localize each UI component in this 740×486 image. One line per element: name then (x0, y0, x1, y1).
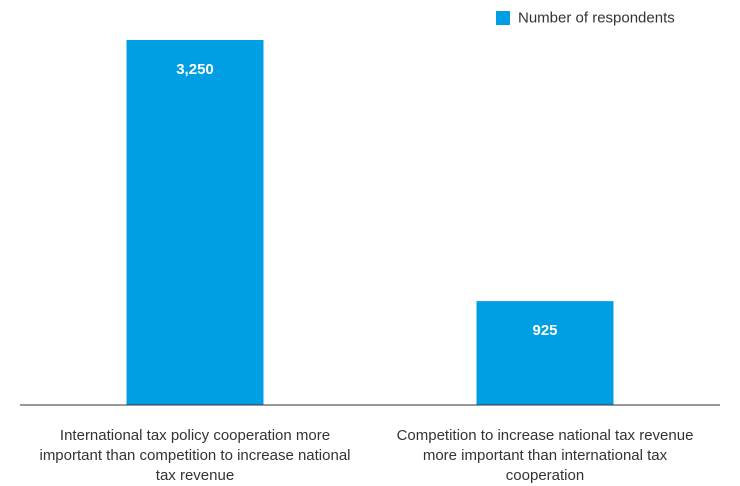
bar (126, 40, 264, 405)
legend-swatch (496, 11, 510, 25)
data-label: 925 (532, 322, 557, 339)
x-tick-label: International tax policy cooperation mor… (39, 427, 351, 484)
legend-label: Number of respondents (518, 9, 675, 26)
bar (476, 301, 614, 405)
data-label: 3,250 (176, 61, 214, 78)
x-tick-label: Competition to increase national tax rev… (396, 427, 694, 484)
